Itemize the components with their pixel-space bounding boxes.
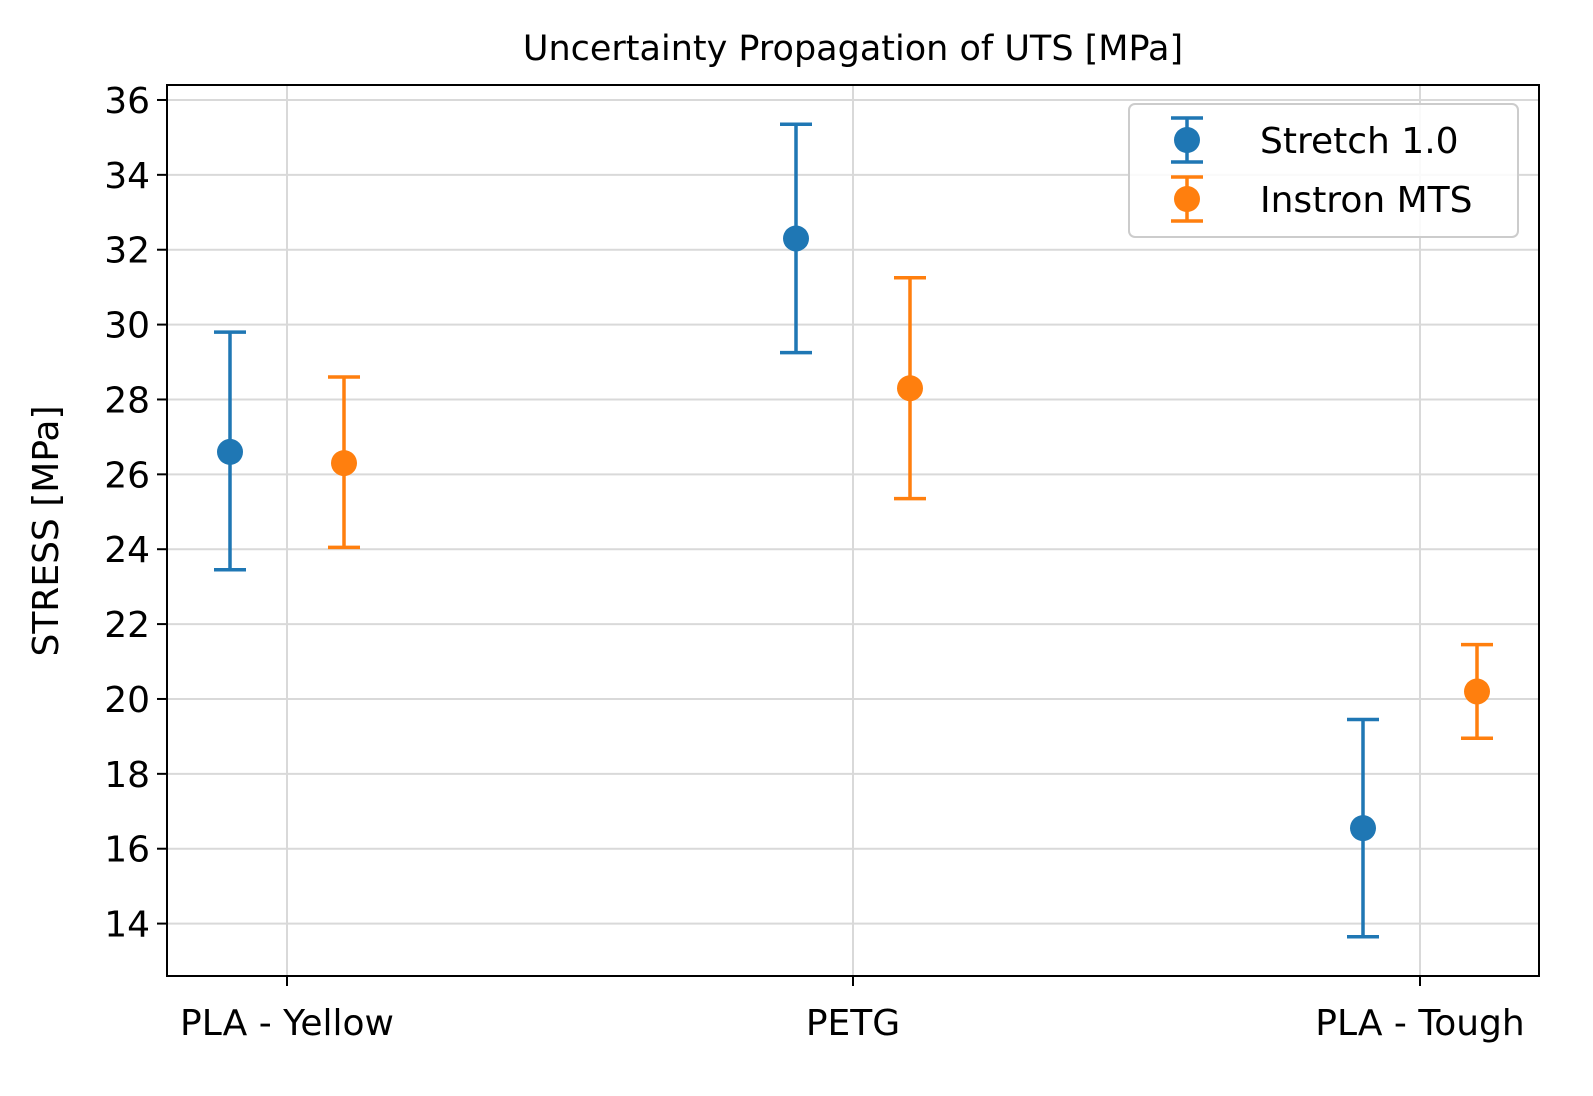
y-tick-label: 18 (104, 755, 150, 796)
y-tick-label: 16 (104, 830, 150, 871)
legend-marker (1174, 127, 1200, 153)
legend-label: Instron MTS (1260, 180, 1473, 221)
legend-frame (1128, 103, 1519, 238)
data-point (217, 438, 243, 465)
legend-marker (1174, 186, 1200, 212)
legend-label: Stretch 1.0 (1260, 121, 1459, 162)
y-tick-label: 30 (104, 306, 150, 347)
y-tick-label: 26 (104, 455, 150, 496)
y-tick-label: 22 (104, 605, 150, 646)
x-tick-label: PETG (806, 1003, 900, 1044)
y-axis-label: STRESS [MPa] (26, 405, 67, 656)
axis-ticks: 14 16 18 20 22 24 26 28 30 32 34 36 PLA - Yellow PETG… (104, 81, 1525, 1044)
chart-title: Uncertainty Propagation of UTS [MPa] (523, 29, 1183, 69)
y-tick-label: 24 (104, 530, 150, 571)
y-tick-label: 32 (104, 231, 150, 272)
legend-item: Stretch 1.0 (1171, 116, 1459, 164)
data-point (1350, 815, 1376, 842)
legend-item: Instron MTS (1171, 175, 1473, 223)
y-tick-label: 36 (104, 81, 150, 122)
data-point (783, 225, 809, 252)
data-point (331, 450, 357, 477)
y-tick-label: 34 (104, 156, 150, 197)
y-tick-label: 14 (104, 905, 150, 946)
series-layer (214, 122, 1493, 939)
data-point (897, 375, 923, 402)
x-tick-label: PLA - Tough (1315, 1003, 1524, 1044)
data-point (1464, 678, 1490, 705)
y-tick-label: 20 (104, 680, 150, 721)
series-1 (328, 276, 1493, 741)
y-tick-label: 28 (104, 380, 150, 421)
series-0 (214, 122, 1379, 939)
legend: Stretch 1.0 Instron MTS (1128, 103, 1519, 238)
x-tick-label: PLA - Yellow (180, 1003, 394, 1044)
